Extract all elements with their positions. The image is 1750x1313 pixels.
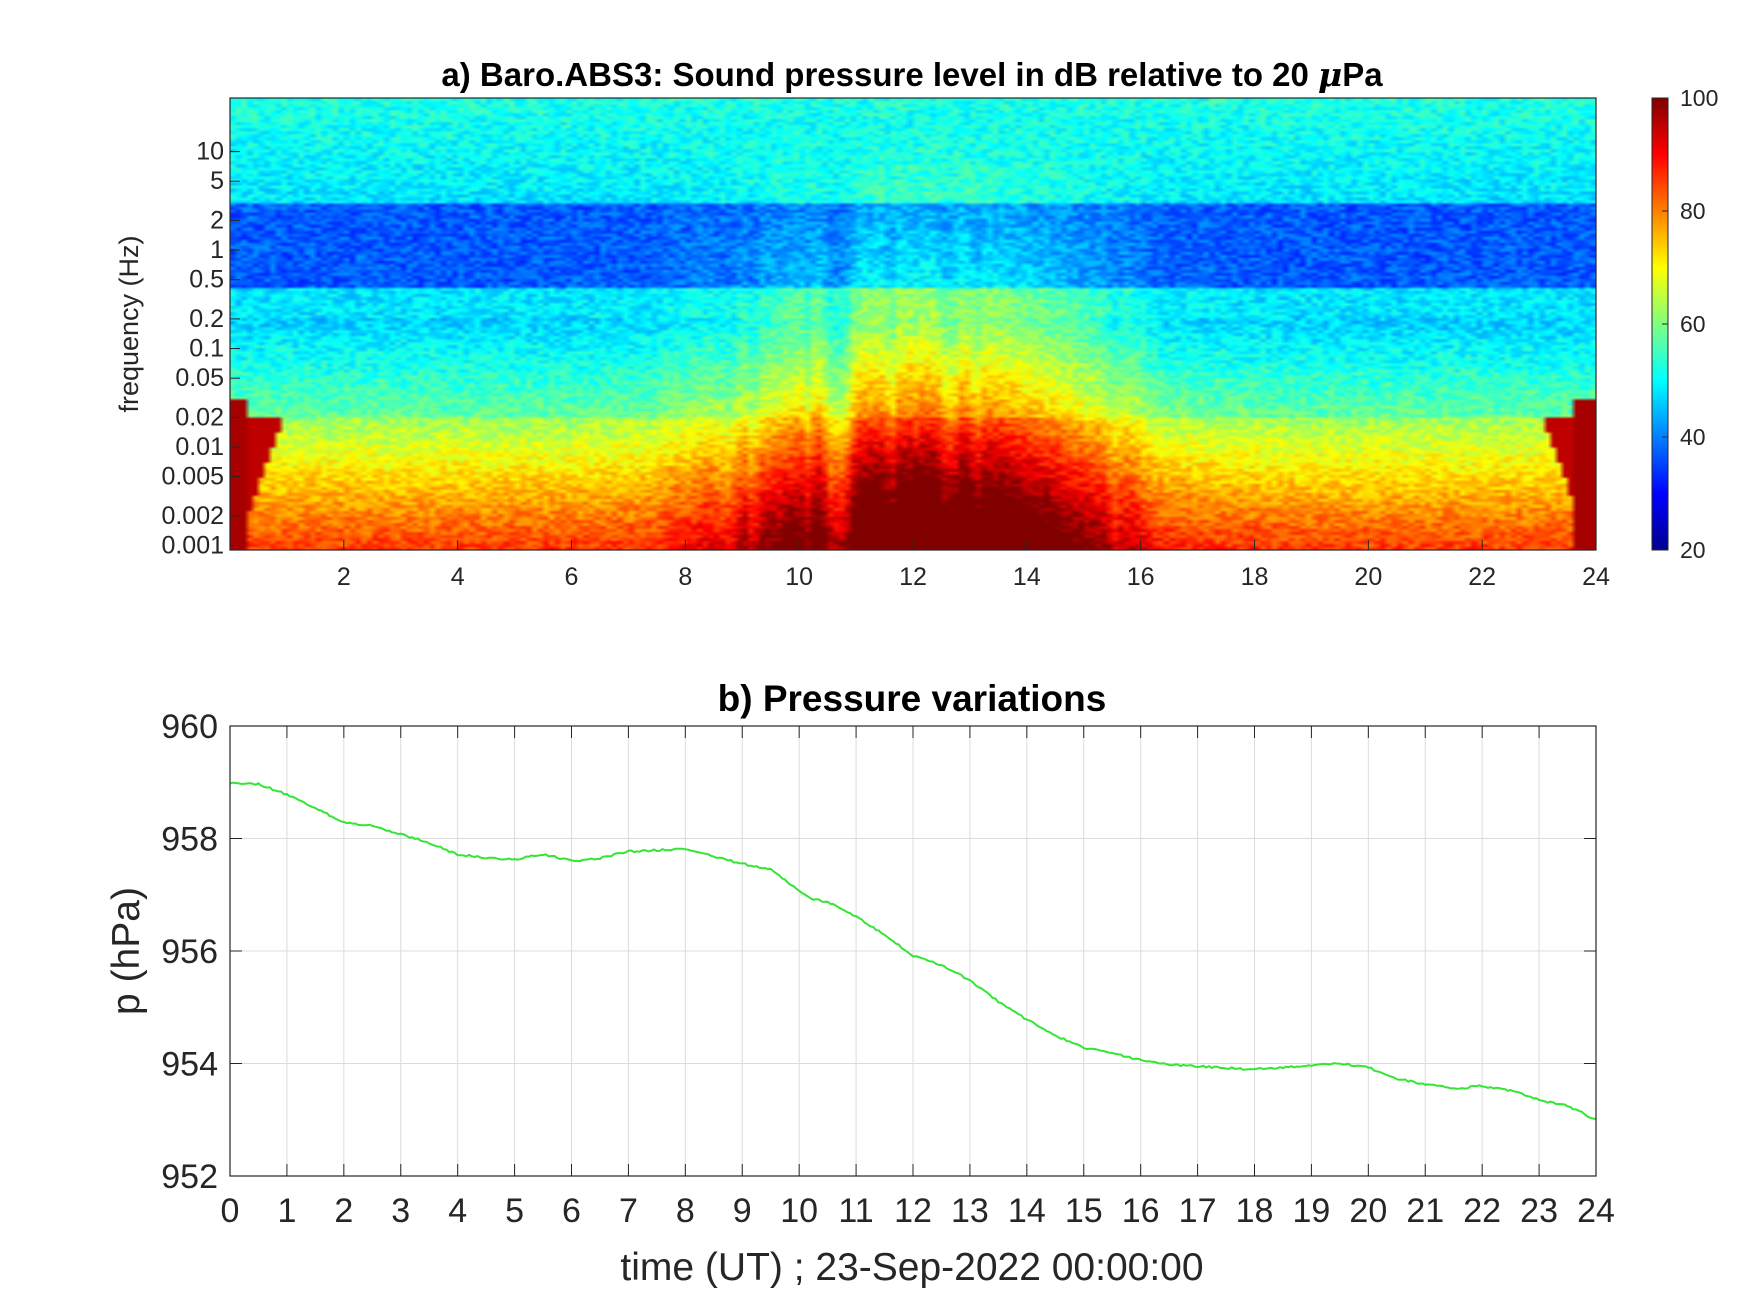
pressure-y-tick-label: 952 [161, 1158, 218, 1196]
pressure-x-tick-label: 6 [562, 1192, 581, 1230]
spectrogram-y-tick-label: 0.05 [175, 364, 224, 392]
spectrogram-y-tick-label: 0.002 [161, 502, 224, 530]
spectrogram-x-tick-label: 16 [1127, 563, 1155, 591]
pressure-y-tick-label: 956 [161, 933, 218, 971]
colorbar-tick-label: 40 [1680, 424, 1706, 450]
pressure-y-ticks: 952 954 956 958 960 [161, 708, 1596, 1196]
pressure-x-tick-label: 20 [1349, 1192, 1387, 1230]
spectrogram-y-tick-label: 0.001 [161, 531, 224, 559]
spectrogram-x-tick-label: 24 [1582, 563, 1610, 591]
spectrogram-y-tick-label: 0.01 [175, 433, 224, 461]
spectrogram-plot: 2 4 6 8 10 12 14 16 18 20 22 24 0.0010.0020.0050.01… [161, 97, 1610, 591]
spectrogram-y-tick-label: 0.005 [161, 463, 224, 491]
spectrogram-y-tick-label: 5 [210, 167, 224, 195]
pressure-x-tick-label: 23 [1520, 1192, 1558, 1230]
pressure-x-tick-label: 15 [1065, 1192, 1103, 1230]
spectrogram-x-tick-label: 22 [1468, 563, 1496, 591]
pressure-x-tick-label: 19 [1293, 1192, 1331, 1230]
spectrogram-title-unit-symbol: μ [1318, 55, 1342, 94]
spectrogram-y-tick-label: 0.1 [189, 335, 224, 363]
spectrogram-x-tick-label: 12 [899, 563, 927, 591]
pressure-x-tick-label: 8 [676, 1192, 695, 1230]
spectrogram-y-tick-label: 2 [210, 206, 224, 234]
pressure-y-tick-label: 958 [161, 821, 218, 859]
spectrogram-y-tick-label: 10 [196, 138, 224, 166]
spectrogram-y-axis-label: frequency (Hz) [114, 235, 144, 412]
colorbar-tick-label: 60 [1680, 311, 1706, 337]
pressure-plot: 0 1 2 3 4 5 6 7 8 9 10 11 12 13 14 15 16 17 18 19 20 21 22 23 24… [161, 708, 1615, 1230]
spectrogram-title: a) Baro.ABS3: Sound pressure level in dB… [441, 55, 1383, 94]
pressure-x-tick-label: 18 [1236, 1192, 1274, 1230]
pressure-y-tick-label: 954 [161, 1046, 218, 1084]
pressure-x-tick-label: 13 [951, 1192, 989, 1230]
pressure-y-tick-label: 960 [161, 708, 218, 746]
pressure-x-tick-label: 22 [1463, 1192, 1501, 1230]
colorbar-ticks: 20 40 60 80 100 [1662, 85, 1718, 563]
pressure-x-tick-label: 17 [1179, 1192, 1217, 1230]
spectrogram-heatmap [230, 98, 1596, 550]
pressure-x-tick-label: 1 [277, 1192, 296, 1230]
spectrogram-x-tick-label: 20 [1354, 563, 1382, 591]
spectrogram-x-tick-label: 4 [451, 563, 465, 591]
spectrogram-y-tick-label: 0.02 [175, 403, 224, 431]
spectrogram-x-tick-label: 18 [1241, 563, 1269, 591]
pressure-x-tick-label: 9 [733, 1192, 752, 1230]
pressure-y-axis-label: p (hPa) [105, 887, 148, 1015]
pressure-x-tick-label: 0 [221, 1192, 240, 1230]
pressure-x-tick-label: 16 [1122, 1192, 1160, 1230]
colorbar-tick-label: 100 [1680, 85, 1718, 111]
pressure-x-tick-label: 4 [448, 1192, 467, 1230]
pressure-x-axis-label: time (UT) ; 23-Sep-2022 00:00:00 [620, 1246, 1203, 1289]
pressure-x-tick-label: 11 [838, 1192, 873, 1230]
spectrogram-y-tick-label: 1 [210, 236, 224, 264]
pressure-x-tick-label: 10 [780, 1192, 818, 1230]
spectrogram-x-tick-label: 6 [565, 563, 579, 591]
spectrogram-y-tick-label: 0.5 [189, 266, 224, 294]
spectrogram-y-tick-label: 0.2 [189, 305, 224, 333]
spectrogram-x-tick-label: 8 [678, 563, 692, 591]
colorbar: 20 40 60 80 100 [1651, 85, 1718, 563]
spectrogram-x-tick-label: 2 [337, 563, 351, 591]
pressure-title: b) Pressure variations [718, 678, 1107, 719]
pressure-series-line [229, 781, 1597, 1120]
pressure-x-tick-label: 21 [1406, 1192, 1444, 1230]
pressure-x-ticks: 0 1 2 3 4 5 6 7 8 9 10 11 12 13 14 15 16 17 18 19 20 21 22 23 24 [221, 726, 1615, 1230]
pressure-x-tick-label: 7 [619, 1192, 638, 1230]
pressure-x-tick-label: 24 [1577, 1192, 1615, 1230]
colorbar-tick-label: 20 [1680, 537, 1706, 563]
spectrogram-x-ticks: 2 4 6 8 10 12 14 16 18 20 22 24 [337, 540, 1610, 591]
pressure-x-tick-label: 12 [894, 1192, 932, 1230]
spectrogram-x-tick-label: 14 [1013, 563, 1041, 591]
spectrogram-x-tick-label: 10 [785, 563, 813, 591]
pressure-x-tick-label: 2 [334, 1192, 353, 1230]
pressure-x-tick-label: 14 [1008, 1192, 1046, 1230]
pressure-x-tick-label: 5 [505, 1192, 524, 1230]
colorbar-tick-label: 80 [1680, 198, 1706, 224]
pressure-x-tick-label: 3 [391, 1192, 410, 1230]
